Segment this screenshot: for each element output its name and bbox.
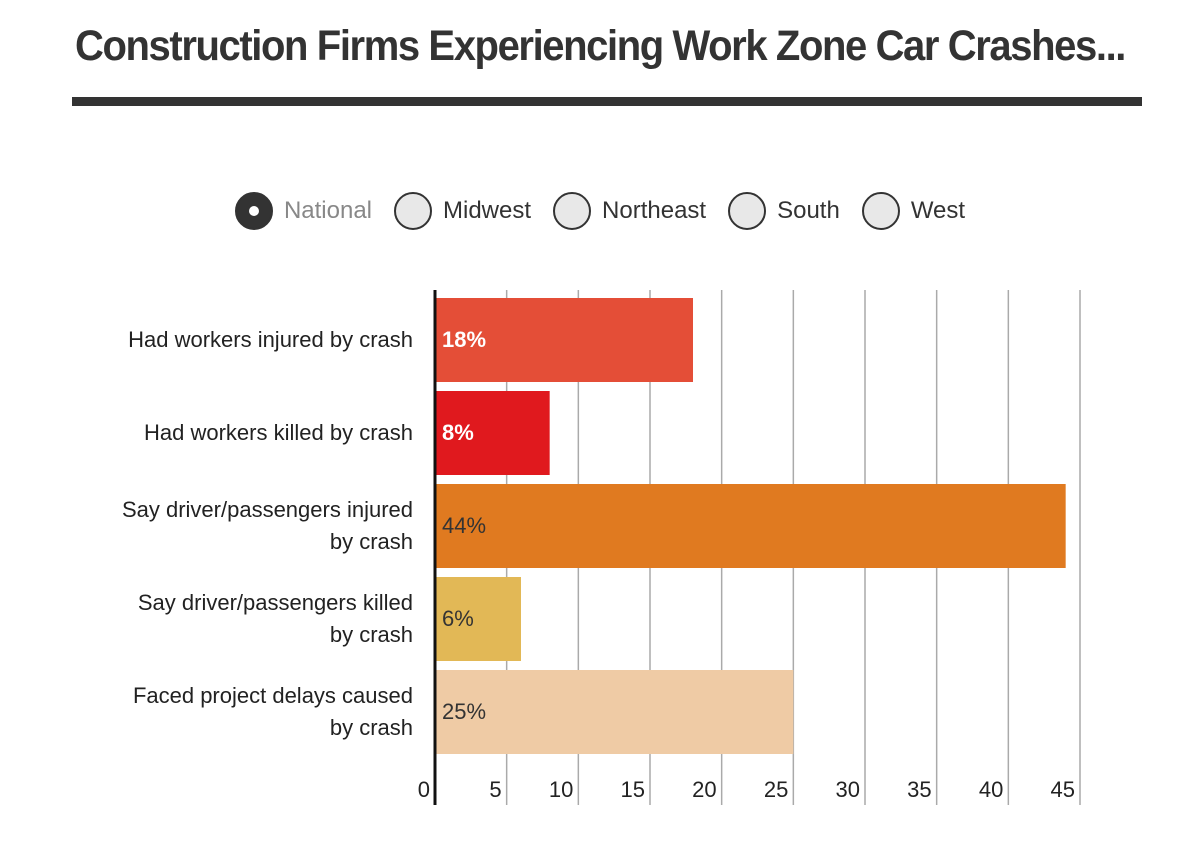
value-label: 8% [442, 420, 474, 445]
category-label: Faced project delays caused by crash [132, 683, 413, 740]
x-tick-label: 15 [621, 777, 645, 802]
radio-label[interactable]: National [283, 197, 372, 224]
radio-label[interactable]: Northeast [602, 197, 707, 224]
x-tick-label: 35 [907, 777, 931, 802]
x-tick-label: 25 [764, 777, 788, 802]
category-label: Say driver/passengers injured by crash [121, 497, 413, 554]
radio-option[interactable]: Northeast [553, 192, 706, 230]
bar [435, 391, 550, 475]
x-tick-label: 40 [979, 777, 1003, 802]
radio-label[interactable]: South [777, 197, 840, 224]
radio-option[interactable]: National [234, 192, 372, 230]
category-label: Had workers killed by crash [144, 420, 413, 445]
chart-title: Construction Firms Experiencing Work Zon… [75, 22, 1126, 70]
title-rule [72, 97, 1142, 106]
value-label: 18% [442, 327, 486, 352]
radio-button[interactable] [394, 192, 432, 230]
radio-button[interactable] [234, 192, 273, 230]
value-label: 6% [442, 606, 474, 631]
radio-label[interactable]: Midwest [443, 197, 532, 224]
radio-button[interactable] [728, 192, 767, 230]
value-label: 44% [442, 513, 486, 538]
radio-button[interactable] [861, 192, 900, 230]
category-label: Had workers injured by crash [128, 327, 413, 352]
x-tick-label: 45 [1051, 777, 1075, 802]
x-tick-label: 30 [836, 777, 860, 802]
radio-option[interactable]: Midwest [394, 192, 531, 230]
radio-button[interactable] [553, 192, 592, 230]
bar [435, 577, 521, 661]
bar [435, 484, 1066, 568]
bar [435, 670, 794, 754]
bar [435, 298, 693, 382]
x-tick-label: 10 [549, 777, 573, 802]
radio-option[interactable]: South [728, 192, 840, 230]
value-label: 25% [442, 699, 486, 724]
x-tick-label: 20 [692, 777, 716, 802]
x-tick-label: 0 [418, 777, 430, 802]
x-tick-label: 5 [489, 777, 501, 802]
radio-label[interactable]: West [910, 197, 966, 224]
radio-option[interactable]: West [861, 192, 966, 230]
region-filters: National Midwest Northeast South West [0, 192, 1200, 230]
category-label: Say driver/passengers killed by crash [137, 590, 413, 647]
